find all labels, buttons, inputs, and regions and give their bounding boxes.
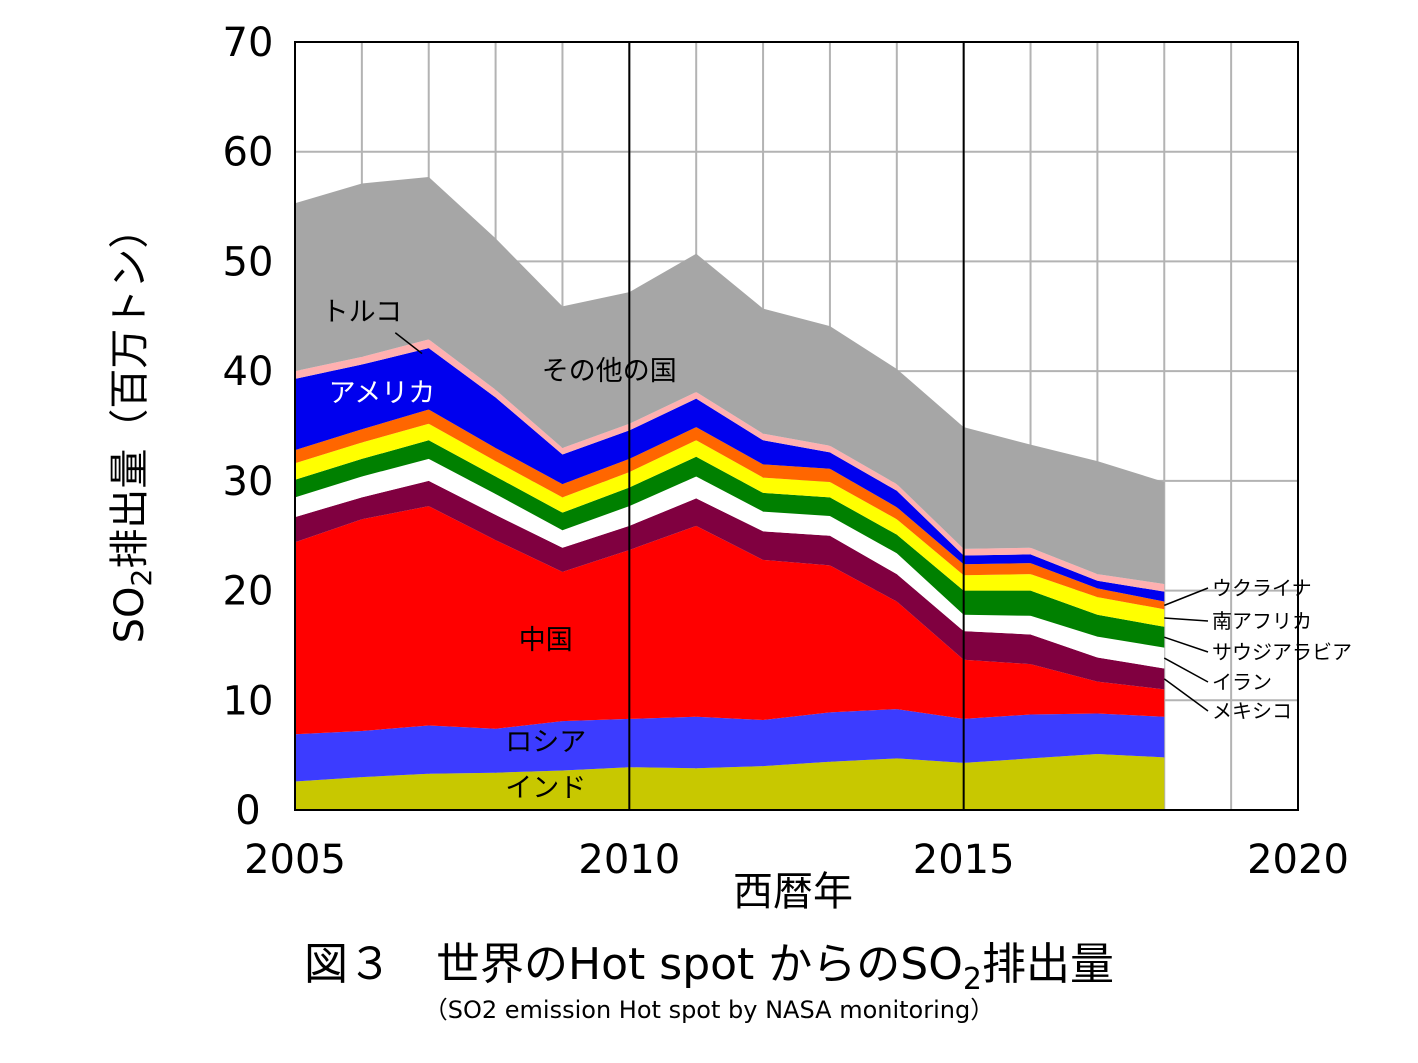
leader-line	[1164, 617, 1209, 622]
major-gridlines	[628, 42, 965, 810]
series-label: トルコ	[322, 297, 402, 328]
y-axis-title-post: 排出量（百万トン）	[107, 209, 153, 569]
series-label: 中国	[519, 625, 573, 656]
y-tick-label: 0	[235, 788, 260, 834]
plot-frame	[294, 41, 1299, 811]
caption-title-sub: 2	[962, 961, 982, 997]
series-label: ロシア	[505, 727, 586, 758]
y-tick-label: 30	[223, 459, 274, 505]
x-tick-label: 2005	[244, 837, 346, 883]
area-series-9	[295, 339, 1165, 592]
figure-subcaption: （SO2 emission Hot spot by NASA monitorin…	[423, 996, 995, 1024]
side-series-label: イラン	[1212, 670, 1272, 694]
figure-caption: 図３ 世界のHot spot からのSO2排出量	[0, 928, 1418, 997]
y-axis-title-pre: SO	[107, 586, 153, 643]
series-label: アメリカ	[329, 378, 436, 409]
series-label: インド	[505, 773, 586, 804]
y-tick-label: 50	[223, 239, 274, 285]
leader-line	[1163, 657, 1209, 683]
y-tick-labels: 0 10 20 30 40 50 60 70	[223, 20, 274, 834]
x-tick-labels: 2005 2010 2015 2020	[244, 837, 1349, 883]
area-series-8	[295, 348, 1165, 602]
x-tick-label: 2020	[1247, 837, 1349, 883]
side-series-label: サウジアラビア	[1212, 640, 1352, 664]
side-series-label: ウクライナ	[1212, 576, 1312, 600]
caption-title-post: 排出量	[981, 939, 1114, 990]
x-axis-title: 西暦年	[733, 869, 853, 915]
area-series-2	[295, 506, 1165, 735]
area-series-10	[295, 176, 1165, 584]
y-axis-title: SO2排出量（百万トン）	[107, 209, 158, 644]
stacked-areas	[295, 176, 1165, 810]
leader-line	[394, 332, 423, 355]
series-label: その他の国	[542, 356, 677, 387]
area-series-6	[295, 423, 1165, 627]
caption-title-pre: 図３ 世界のHot spot からのSO	[304, 939, 963, 990]
area-series-7	[295, 409, 1165, 610]
leader-line	[1163, 678, 1209, 712]
side-series-label: メキシコ	[1212, 699, 1292, 723]
x-tick-label: 2015	[913, 837, 1015, 883]
area-series-3	[295, 480, 1165, 690]
y-tick-label: 10	[223, 678, 274, 724]
area-series-0	[295, 754, 1165, 810]
side-series-label: 南アフリカ	[1212, 609, 1312, 633]
series-labels: インド ロシア 中国 アメリカ トルコその他の国ウクライナ南アフリカサウジアラビアイラン…	[322, 297, 1352, 804]
y-tick-label: 20	[223, 569, 274, 615]
y-tick-label: 70	[223, 20, 274, 66]
y-tick-label: 40	[223, 349, 274, 395]
leader-line	[1164, 636, 1209, 653]
y-tick-label: 60	[223, 130, 274, 176]
area-series-4	[295, 458, 1165, 669]
leader-line	[1163, 587, 1209, 607]
area-series-5	[295, 440, 1165, 648]
x-tick-label: 2010	[578, 837, 680, 883]
y-axis-title-sub: 2	[125, 569, 158, 587]
area-series-1	[295, 709, 1165, 782]
